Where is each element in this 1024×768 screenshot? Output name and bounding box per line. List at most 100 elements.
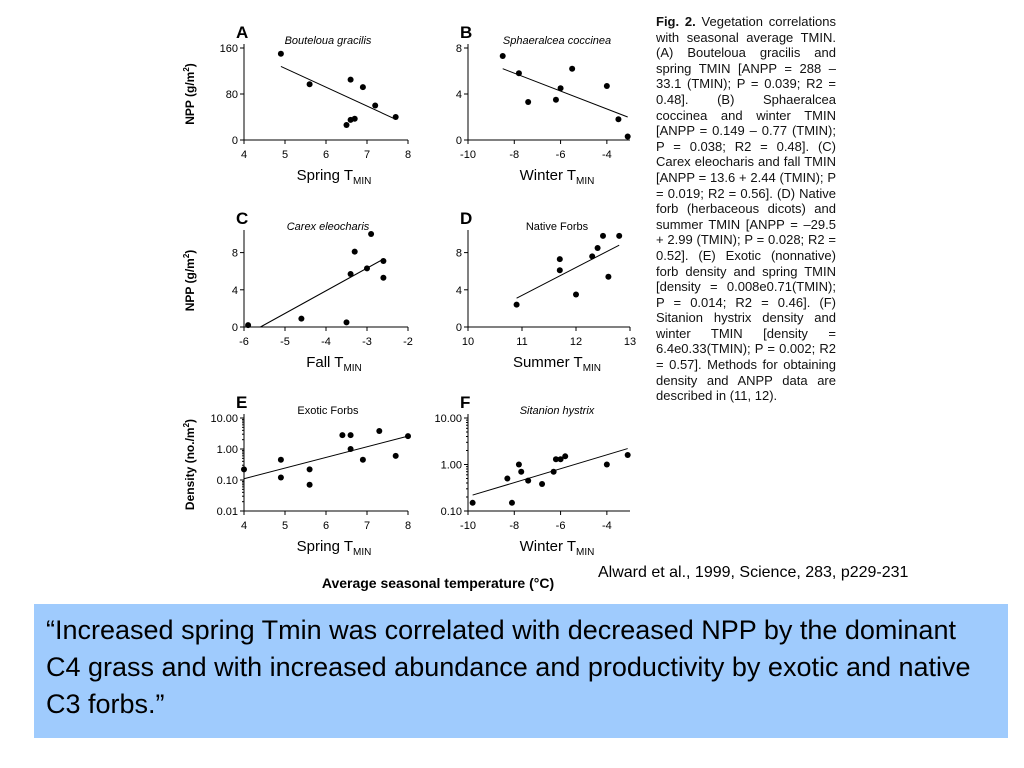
panel-b-x-tick-label: -10 (460, 149, 476, 161)
panel-a-y-tick-label: 160 (220, 43, 238, 55)
panel-d-x-label: Summer TMIN (513, 354, 601, 374)
panel-c-y-tick-label: 0 (232, 322, 238, 334)
panel-c-y-tick-label: 4 (232, 285, 238, 297)
panel-a-y-tick-label: 0 (232, 135, 238, 147)
panel-d-data-point (605, 273, 612, 280)
panel-d-data-point (556, 267, 563, 274)
panel-e-x-tick-label: 5 (282, 520, 288, 532)
panel-e-data-point (376, 428, 383, 435)
panel-d-data-point (573, 291, 579, 298)
panel-f-x-tick-label: -6 (556, 520, 566, 532)
panel-f-data-point (539, 481, 546, 488)
panel-f-y-tick-label: 10.00 (434, 413, 462, 425)
panel-a-y-tick-label: 80 (226, 89, 238, 101)
panel-f-data-point (518, 468, 525, 475)
panel-c-data-point (380, 274, 387, 281)
panel-e-y-tick-label: 1.00 (217, 444, 238, 456)
panel-e-data-point (339, 432, 346, 439)
panel-e-data-point (241, 466, 247, 473)
panel-e-data-point (277, 474, 284, 481)
panel-c-data-point (364, 265, 370, 272)
panel-f-x-tick-label: -4 (602, 520, 612, 532)
panel-a-data-point (359, 84, 366, 91)
panel-b-data-point (615, 116, 622, 123)
panel-b-x-tick-label: -6 (556, 149, 566, 161)
panel-f-data-point (504, 475, 511, 482)
panel-e-x-tick-label: 8 (405, 520, 411, 532)
panel-e-y-label: Density (no./m2) (182, 419, 197, 510)
panel-a-data-point (372, 102, 379, 109)
panel-d-title: Native Forbs (526, 221, 589, 233)
panel-e-y-tick-label: 0.10 (217, 475, 238, 487)
panel-f-y-tick-label: 0.10 (441, 506, 462, 518)
panel-d-data-point (589, 253, 596, 260)
panel-f-x-tick-label: -10 (460, 520, 476, 532)
panel-a-x-tick-label: 5 (282, 149, 288, 161)
panel-e-data-point (359, 456, 366, 463)
panel-e-y-tick-label: 0.01 (217, 506, 238, 518)
panel-f-data-point (525, 477, 532, 484)
panel-a-data-point (347, 76, 354, 83)
panel-c-x-tick-label: -4 (321, 336, 331, 348)
caption-text: Vegetation correlations with seasonal av… (656, 14, 836, 404)
panel-b-y-tick-label: 8 (456, 43, 462, 55)
panel-f-y-tick-label: 1.00 (441, 460, 462, 472)
panel-f-data-point (552, 456, 559, 463)
panel-b-data-point (557, 85, 564, 92)
panel-f-data-point (603, 461, 610, 468)
panel-c-data-point (347, 270, 354, 277)
panel-d-data-point (556, 256, 563, 263)
panel-e-x-tick-label: 7 (364, 520, 370, 532)
panel-e-y-tick-label: 10.00 (210, 413, 238, 425)
panel-d-x-tick-label: 12 (570, 336, 582, 348)
panel-d-trend-line (516, 244, 620, 299)
panel-b-y-tick-label: 4 (456, 89, 462, 101)
panel-a-trend-line (280, 65, 396, 120)
panel-d-data-point (616, 232, 623, 239)
panel-b-data-point (569, 65, 576, 72)
panel-a-x-tick-label: 6 (323, 149, 329, 161)
panel-d-x-tick-label: 13 (624, 336, 636, 348)
panel-b-letter: B (460, 23, 472, 42)
panel-b-title: Sphaeralcea coccinea (503, 35, 611, 47)
panel-e-x-tick-label: 6 (323, 520, 329, 532)
panel-f-data-point (557, 456, 564, 463)
panel-c-data-point (343, 319, 350, 326)
panel-c-title: Carex eleocharis (287, 221, 370, 233)
panel-e-data-point (306, 466, 313, 473)
panel-c-y-label: NPP (g/m2) (182, 250, 197, 312)
panel-f-x-tick-label: -8 (509, 520, 519, 532)
panel-c-y-tick-label: 8 (232, 248, 238, 260)
panel-a-x-tick-label: 7 (364, 149, 370, 161)
panel-d-x-tick-label: 11 (516, 336, 527, 348)
panel-c-data-point (380, 257, 387, 264)
panel-d-y-tick-label: 8 (456, 248, 462, 260)
panel-d-data-point (513, 301, 520, 308)
panel-f-trend-line (472, 448, 628, 496)
panel-e-letter: E (236, 393, 247, 412)
panel-b-x-label: Winter TMIN (520, 167, 595, 187)
panel-b-data-point (525, 99, 532, 106)
panel-a-data-point (351, 115, 358, 122)
panel-c-data-point (245, 322, 252, 329)
panel-f-data-point (469, 499, 476, 506)
panel-c-data-point (298, 315, 305, 322)
panel-b-data-point (515, 70, 522, 77)
panel-a-x-tick-label: 8 (405, 149, 411, 161)
panel-d-x-tick-label: 10 (462, 336, 474, 348)
panel-f-data-point (550, 468, 557, 475)
panel-e-data-point (347, 446, 354, 452)
panel-c-data-point (368, 231, 375, 237)
panel-b-x-tick-label: -4 (602, 149, 612, 161)
panel-c-x-tick-label: -3 (362, 336, 372, 348)
panel-a-title: Bouteloua gracilis (285, 35, 372, 47)
panel-e-title: Exotic Forbs (297, 405, 359, 417)
panel-d-letter: D (460, 209, 472, 228)
panel-f-x-label: Winter TMIN (520, 538, 595, 558)
figure-caption: Fig. 2. Vegetation correlations with sea… (656, 14, 836, 404)
panel-a-letter: A (236, 23, 248, 42)
panel-c-x-tick-label: -5 (280, 336, 290, 348)
panel-a-data-point (392, 114, 399, 120)
panel-e-x-tick-label: 4 (241, 520, 247, 532)
panel-f-letter: F (460, 393, 470, 412)
